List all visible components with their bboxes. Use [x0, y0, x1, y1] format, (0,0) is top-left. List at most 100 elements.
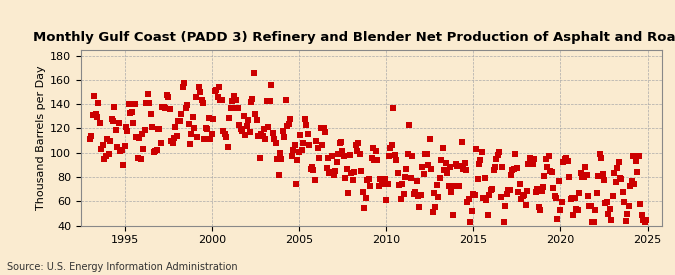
Point — [112, 145, 123, 149]
Point — [170, 124, 181, 129]
Point — [608, 194, 618, 198]
Point — [481, 197, 491, 202]
Point — [562, 159, 573, 163]
Point — [106, 116, 117, 121]
Point — [257, 134, 268, 139]
Point — [493, 153, 504, 157]
Point — [304, 143, 315, 147]
Point — [489, 165, 500, 170]
Point — [440, 161, 451, 165]
Point — [294, 150, 304, 154]
Point — [436, 158, 447, 162]
Point — [426, 166, 437, 171]
Point — [590, 208, 601, 212]
Point — [335, 139, 346, 144]
Point — [406, 176, 416, 181]
Point — [247, 97, 258, 101]
Point — [601, 200, 612, 204]
Point — [379, 176, 390, 181]
Point — [122, 129, 133, 133]
Point — [599, 178, 610, 182]
Point — [524, 156, 535, 161]
Point — [555, 208, 566, 213]
Point — [571, 207, 582, 211]
Point — [86, 134, 97, 138]
Point — [154, 127, 165, 131]
Point — [575, 171, 586, 175]
Point — [517, 194, 528, 198]
Point — [542, 165, 553, 169]
Point — [572, 207, 583, 212]
Point — [549, 194, 560, 199]
Point — [232, 106, 243, 110]
Point — [323, 155, 333, 160]
Point — [597, 172, 608, 176]
Point — [167, 141, 178, 145]
Point — [289, 143, 300, 147]
Point — [272, 156, 283, 161]
Point — [523, 162, 534, 167]
Point — [253, 133, 264, 138]
Point — [516, 197, 526, 201]
Point — [584, 204, 595, 208]
Point — [564, 175, 574, 179]
Point — [299, 117, 310, 121]
Point — [327, 154, 338, 159]
Point — [117, 163, 128, 167]
Point — [157, 105, 168, 109]
Point — [190, 95, 201, 99]
Point — [446, 190, 457, 194]
Point — [421, 151, 432, 156]
Point — [587, 220, 598, 224]
Point — [388, 105, 399, 110]
Point — [369, 158, 380, 163]
Title: Monthly Gulf Coast (PADD 3) Refinery and Blender Net Production of Asphalt and R: Monthly Gulf Coast (PADD 3) Refinery and… — [32, 31, 675, 44]
Point — [485, 188, 496, 192]
Point — [431, 183, 442, 188]
Point — [527, 162, 538, 167]
Point — [551, 196, 562, 201]
Point — [483, 213, 493, 217]
Point — [314, 155, 325, 160]
Point — [539, 174, 550, 178]
Point — [347, 178, 358, 182]
Point — [359, 206, 370, 210]
Point — [354, 152, 365, 156]
Point — [273, 173, 284, 177]
Point — [270, 140, 281, 145]
Point — [101, 154, 111, 158]
Point — [99, 157, 109, 162]
Point — [221, 135, 232, 139]
Point — [629, 182, 640, 186]
Point — [545, 169, 556, 173]
Point — [622, 212, 632, 216]
Point — [176, 112, 186, 116]
Point — [279, 135, 290, 139]
Point — [296, 147, 307, 152]
Point — [400, 175, 410, 179]
Point — [276, 157, 287, 162]
Point — [532, 187, 543, 192]
Point — [623, 204, 634, 208]
Point — [397, 182, 408, 186]
Point — [411, 179, 422, 183]
Point — [183, 122, 194, 126]
Point — [321, 165, 332, 170]
Point — [178, 84, 188, 89]
Point — [420, 152, 431, 156]
Point — [593, 174, 603, 178]
Point — [144, 101, 155, 105]
Point — [358, 190, 369, 194]
Point — [315, 126, 326, 130]
Point — [385, 145, 396, 150]
Point — [213, 85, 224, 89]
Point — [458, 166, 468, 171]
Point — [456, 139, 467, 144]
Point — [163, 95, 173, 100]
Point — [285, 117, 296, 121]
Point — [155, 141, 166, 146]
Point — [237, 128, 248, 133]
Point — [494, 150, 505, 154]
Point — [641, 218, 651, 222]
Point — [503, 188, 514, 192]
